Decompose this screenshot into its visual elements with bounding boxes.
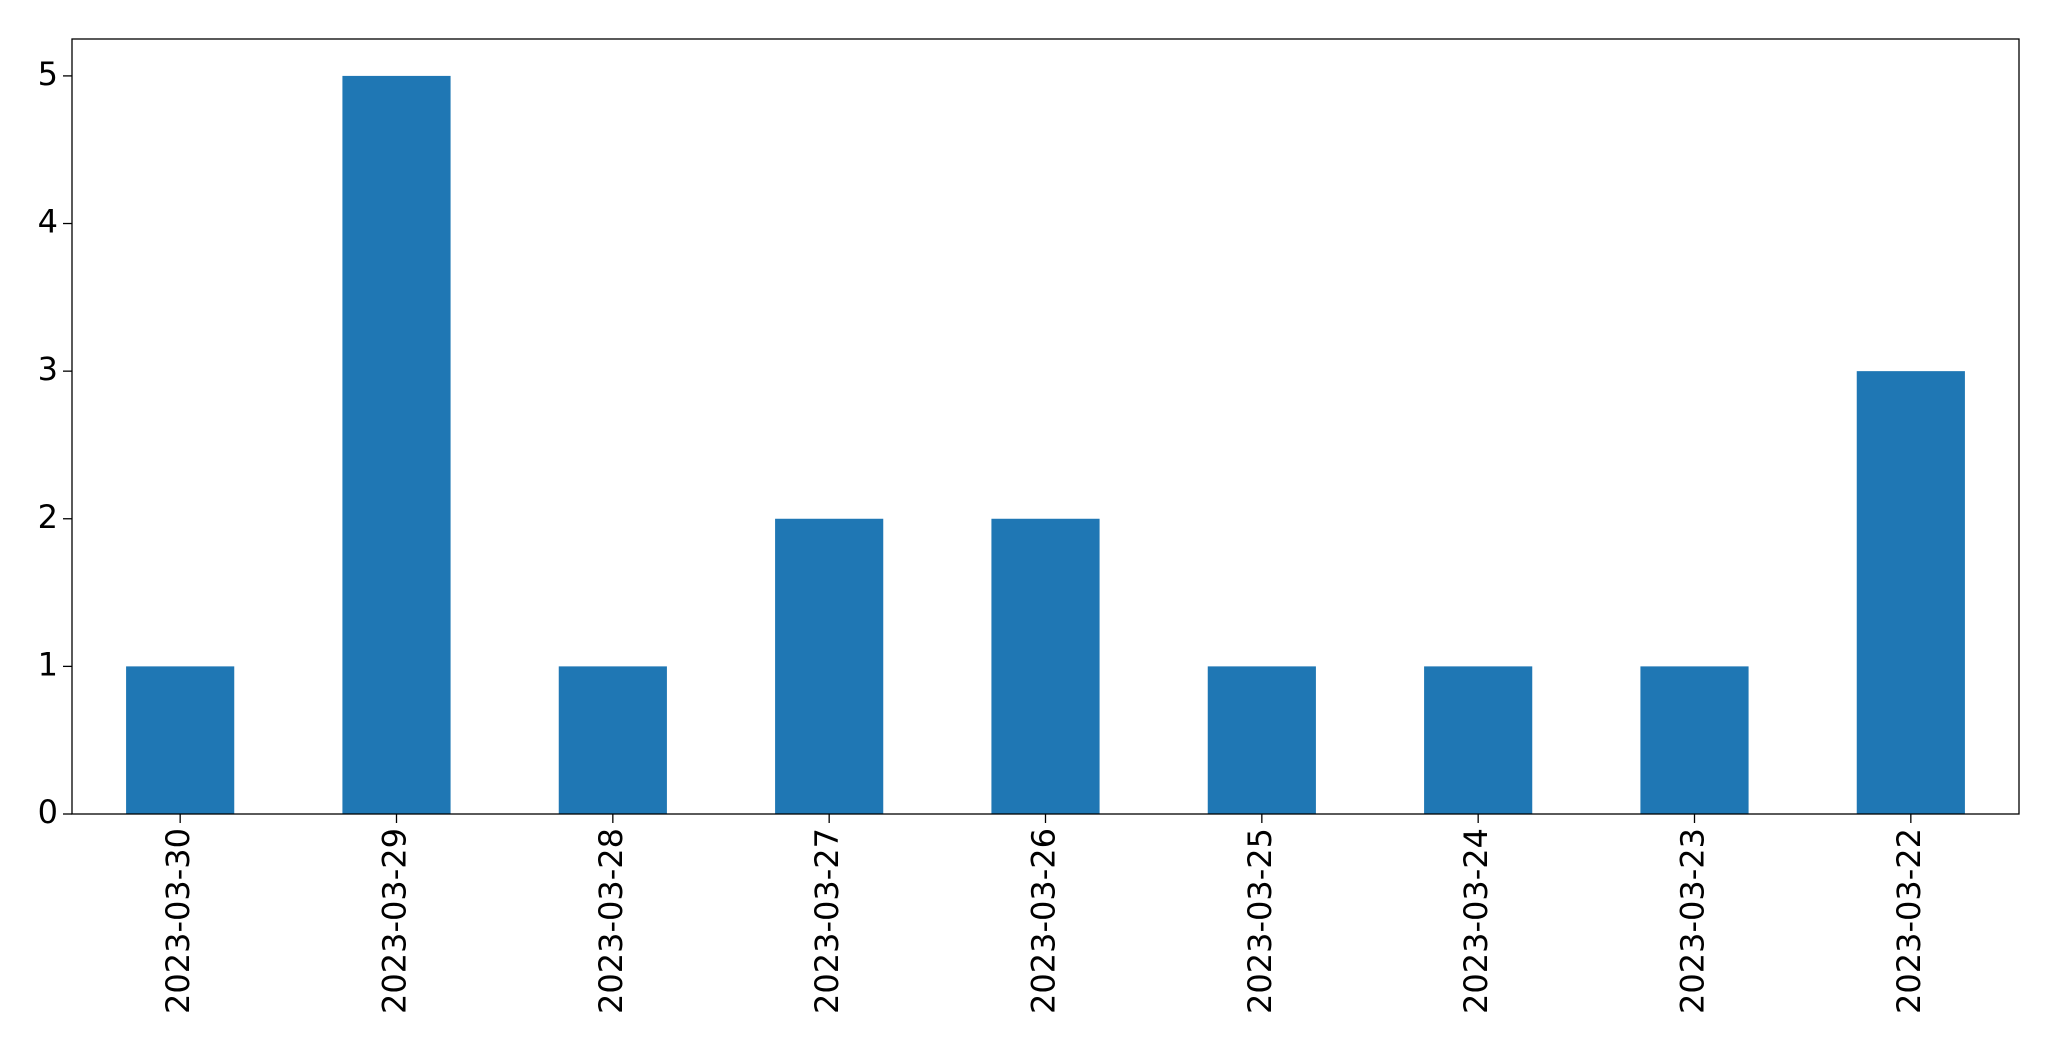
axes-frame — [71, 38, 2020, 815]
bar — [558, 666, 667, 814]
y-tick-label: 3 — [38, 350, 58, 388]
x-tick-label: 2023-03-27 — [808, 828, 846, 1014]
x-tick-label: 2023-03-30 — [159, 828, 197, 1014]
y-tick-label: 2 — [38, 498, 58, 536]
x-tick-label: 2023-03-28 — [592, 828, 630, 1014]
bar — [991, 518, 1100, 814]
x-tick-label: 2023-03-23 — [1674, 828, 1712, 1014]
x-tick-label: 2023-03-24 — [1457, 828, 1495, 1014]
x-tick-label: 2023-03-25 — [1241, 828, 1279, 1014]
bar — [1207, 666, 1316, 814]
bar — [775, 518, 884, 814]
y-tick-label: 5 — [38, 55, 58, 93]
bar — [342, 75, 451, 814]
bar — [1856, 371, 1965, 814]
bar — [1424, 666, 1533, 814]
x-tick-label: 2023-03-29 — [376, 828, 414, 1014]
x-tick-label: 2023-03-26 — [1025, 828, 1063, 1014]
bar — [126, 666, 235, 814]
y-tick-label: 1 — [38, 645, 58, 683]
y-tick-label: 4 — [38, 203, 58, 241]
bar — [1640, 666, 1749, 814]
y-tick-label: 0 — [38, 793, 58, 831]
x-tick-label: 2023-03-22 — [1890, 828, 1928, 1014]
